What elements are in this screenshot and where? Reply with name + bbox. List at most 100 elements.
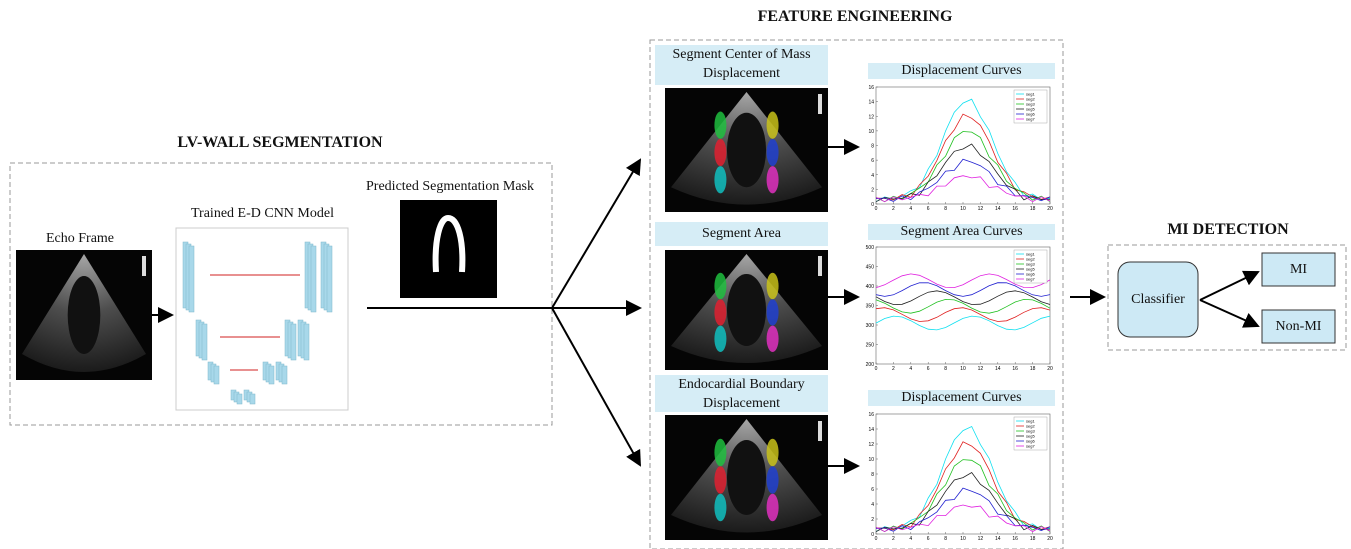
y-tick-label: 2 <box>871 517 874 523</box>
x-tick-label: 16 <box>1012 536 1018 542</box>
x-tick-label: 16 <box>1012 366 1018 372</box>
x-tick-label: 10 <box>960 536 966 542</box>
segment <box>767 466 779 494</box>
segment <box>767 139 779 166</box>
mask-image <box>400 200 497 298</box>
segment <box>714 466 726 494</box>
cnn-layer <box>214 366 219 384</box>
section-title: LV-WALL SEGMENTATION <box>130 134 430 151</box>
legend-label: seg7 <box>1026 444 1035 449</box>
x-tick-label: 8 <box>944 366 947 372</box>
panel-label: Segment Area <box>655 222 828 246</box>
segment <box>767 439 779 467</box>
x-tick-label: 2 <box>892 206 895 212</box>
output-label: MI <box>1262 261 1335 278</box>
segment <box>714 166 726 193</box>
y-tick-label: 450 <box>866 265 875 271</box>
segment <box>767 326 779 352</box>
echo-label: Echo Frame <box>20 230 140 247</box>
x-tick-label: 6 <box>927 366 930 372</box>
y-tick-label: 10 <box>868 457 874 463</box>
y-tick-label: 6 <box>871 487 874 493</box>
echo-scale <box>818 421 822 441</box>
y-tick-label: 14 <box>868 100 874 106</box>
y-tick-label: 2 <box>871 187 874 193</box>
y-tick-label: 14 <box>868 427 874 433</box>
panel-label: Segment Center of Mass Displacement <box>655 45 828 85</box>
segment <box>767 112 779 139</box>
mask-label: Predicted Segmentation Mask <box>345 178 555 195</box>
x-tick-label: 18 <box>1030 536 1036 542</box>
section-title: MI DETECTION <box>1128 221 1328 238</box>
cnn-layer <box>311 246 316 312</box>
y-tick-label: 350 <box>866 304 875 310</box>
x-tick-label: 18 <box>1030 206 1036 212</box>
y-tick-label: 300 <box>866 323 875 329</box>
x-tick-label: 20 <box>1047 206 1053 212</box>
segment <box>714 273 726 299</box>
plot-title: Displacement Curves <box>868 390 1055 406</box>
y-tick-label: 8 <box>871 144 874 150</box>
x-tick-label: 8 <box>944 206 947 212</box>
x-tick-label: 4 <box>909 366 912 372</box>
cnn-layer <box>250 394 255 404</box>
y-tick-label: 16 <box>868 412 874 418</box>
y-tick-label: 200 <box>866 362 875 368</box>
x-tick-label: 4 <box>909 206 912 212</box>
segment <box>767 166 779 193</box>
echo-scale <box>818 94 822 114</box>
segment <box>767 299 779 325</box>
echo-scale <box>142 256 146 276</box>
segment <box>714 439 726 467</box>
y-tick-label: 16 <box>868 85 874 91</box>
x-tick-label: 20 <box>1047 536 1053 542</box>
x-tick-label: 0 <box>875 366 878 372</box>
x-tick-label: 10 <box>960 206 966 212</box>
x-tick-label: 6 <box>927 536 930 542</box>
legend-label: seg7 <box>1026 277 1035 282</box>
y-tick-label: 10 <box>868 129 874 135</box>
y-tick-label: 400 <box>866 284 875 290</box>
x-tick-label: 0 <box>875 536 878 542</box>
x-tick-label: 2 <box>892 536 895 542</box>
cnn-layer <box>269 366 274 384</box>
cnn-layer <box>202 324 207 360</box>
x-tick-label: 4 <box>909 536 912 542</box>
segment <box>714 494 726 522</box>
y-tick-label: 4 <box>871 173 874 179</box>
cnn-layer <box>282 366 287 384</box>
echo-cavity <box>727 113 766 187</box>
model-label: Trained E-D CNN Model <box>170 205 355 222</box>
echo-cavity <box>68 276 101 354</box>
echo-cavity <box>727 274 766 346</box>
x-tick-label: 10 <box>960 366 966 372</box>
segment <box>767 494 779 522</box>
y-tick-label: 12 <box>868 114 874 120</box>
x-tick-label: 14 <box>995 206 1001 212</box>
cnn-layer <box>327 246 332 312</box>
x-tick-label: 20 <box>1047 366 1053 372</box>
segment <box>714 326 726 352</box>
x-tick-label: 16 <box>1012 206 1018 212</box>
x-tick-label: 2 <box>892 366 895 372</box>
x-tick-label: 12 <box>978 366 984 372</box>
y-tick-label: 6 <box>871 158 874 164</box>
y-tick-label: 500 <box>866 245 875 251</box>
segment <box>714 112 726 139</box>
cnn-layer <box>237 394 242 404</box>
x-tick-label: 18 <box>1030 366 1036 372</box>
x-tick-label: 14 <box>995 536 1001 542</box>
x-tick-label: 12 <box>978 206 984 212</box>
y-tick-label: 250 <box>866 343 875 349</box>
x-tick-label: 14 <box>995 366 1001 372</box>
segment <box>714 139 726 166</box>
echo-scale <box>818 256 822 276</box>
section-title: FEATURE ENGINEERING <box>705 8 1005 25</box>
y-tick-label: 8 <box>871 472 874 478</box>
cnn-layer <box>291 324 296 360</box>
echo-cavity <box>727 440 766 515</box>
legend-label: seg7 <box>1026 117 1035 122</box>
diagram: 024681012141602468101214161820seg1seg2se… <box>0 0 1351 549</box>
segment <box>767 273 779 299</box>
y-tick-label: 4 <box>871 502 874 508</box>
